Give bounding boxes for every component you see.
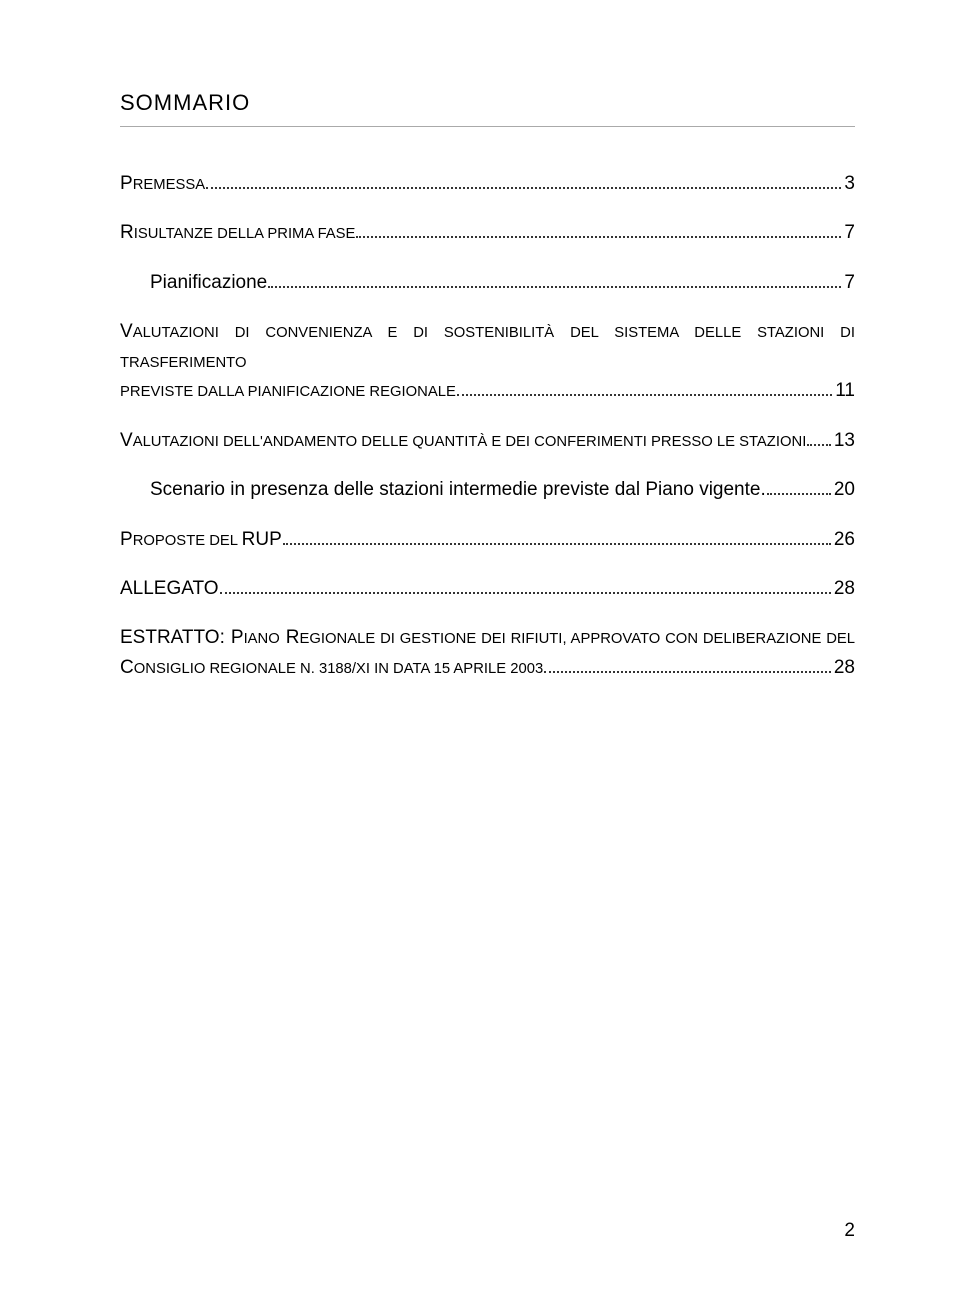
toc-page: 13 [834,426,855,455]
toc-label-part: ESTRATTO: [120,627,225,648]
toc-label-initial: P [120,529,133,550]
toc-label-line1: VALUTAZIONI DI CONVENIENZA E DI SOSTENIB… [120,321,855,371]
toc-label-initial: P [120,173,133,194]
toc-label: Scenario in presenza delle stazioni inte… [150,475,766,504]
toc-entry-risultanze: RISULTANZE DELLA PRIMA FASE 7 [120,218,855,247]
toc-dots [356,220,841,238]
toc-dots [544,655,831,673]
toc-entry-allegato: ALLEGATO 28 [120,574,855,603]
toc-label-initial: V [120,430,133,451]
toc-entry-estratto: ESTRATTO: PIANO REGIONALE DI GESTIONE DE… [120,623,855,682]
toc-label-rest: ROPOSTE DEL [133,533,242,549]
page-title: SOMMARIO [120,90,855,116]
toc-dots [283,526,831,544]
toc-entry-valutazioni-convenienza: VALUTAZIONI DI CONVENIENZA E DI SOSTENIB… [120,317,855,405]
toc-page: 7 [844,218,855,247]
toc-page: 26 [834,525,855,554]
toc-label-rest: EGIONALE DI GESTIONE DEI RIFIUTI [300,631,563,647]
toc-page: 11 [835,376,855,405]
toc-label: Pianificazione [150,268,267,297]
toc-label-rest: ONSIGLIO REGIONALE N [134,661,311,677]
toc-page: 3 [844,169,855,198]
toc-label-line2: PREVISTE DALLA PIANIFICAZIONE REGIONALE [120,381,456,404]
toc-entry-premessa: PREMESSA 3 [120,169,855,198]
toc-label-initial: V [120,321,133,342]
toc-label-rest: ISULTANZE DELLA PRIMA FASE [134,226,356,242]
toc-label-line2: CONSIGLIO REGIONALE N. 3188/XI IN DATA 1… [120,653,543,682]
toc-label-initial: P [231,627,244,648]
toc-label: ALLEGATO [120,574,219,603]
toc-dots [767,477,831,495]
toc-label-initial: R [286,627,300,648]
title-underline [120,126,855,127]
toc-entry-valutazioni-andamento: VALUTAZIONI DELL'ANDAMENTO DELLE QUANTIT… [120,426,855,455]
toc-label: VALUTAZIONI DELL'ANDAMENTO DELLE QUANTIT… [120,426,806,455]
toc-label-rest: ALUTAZIONI DELL'ANDAMENTO DELLE QUANTITÀ… [133,434,807,450]
toc-label: RISULTANZE DELLA PRIMA FASE [120,218,355,247]
toc-entry-proposte: PROPOSTE DEL RUP 26 [120,525,855,554]
toc-dots [457,378,832,396]
toc-label-line1: ESTRATTO: PIANO REGIONALE DI GESTIONE DE… [120,627,855,648]
toc-label-part: , APPROVATO CON DELIBERAZIONE DEL [562,631,855,647]
page-number-footer: 2 [844,1220,855,1242]
toc-entry-scenario: Scenario in presenza delle stazioni inte… [120,475,855,504]
toc-label-rest: IANO [244,631,280,647]
toc-page: 7 [844,268,855,297]
toc-label-tail: . 3188/XI IN DATA 15 APRILE 2003 [311,661,543,677]
toc-label-rest: ALUTAZIONI DI CONVENIENZA E DI SOSTENIBI… [120,325,855,370]
toc-label-initial: R [120,222,134,243]
toc-page: 20 [834,475,855,504]
toc-dots [268,270,841,288]
toc-page: 28 [834,574,855,603]
toc-label-rest: REMESSA [133,177,205,193]
toc-label: PREMESSA [120,169,205,198]
toc-entry-pianificazione: Pianificazione 7 [120,268,855,297]
toc-dots [220,576,831,594]
toc-dots [206,171,841,189]
toc-page: 28 [834,653,855,682]
toc-label-initial: C [120,657,134,678]
toc-label-tail: RUP [242,529,282,550]
toc-dots [807,427,831,445]
toc-label: PROPOSTE DEL RUP [120,525,282,554]
